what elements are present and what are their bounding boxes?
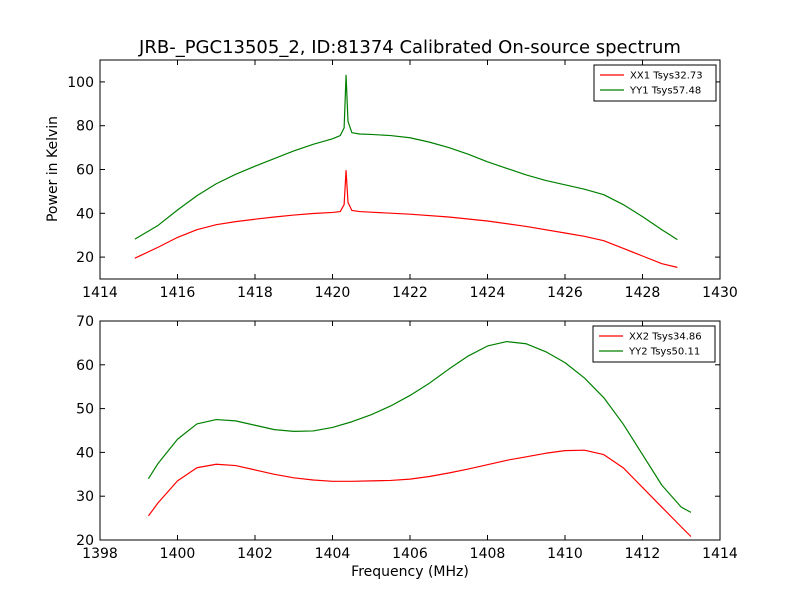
top-legend-entry: XX1 Tsys32.73 [630, 71, 703, 82]
top-x-tick-label: 1420 [315, 285, 351, 301]
bottom-x-tick-label: 1400 [160, 546, 196, 562]
bottom-y-tick-label: 50 [76, 402, 94, 418]
top-x-tick-label: 1418 [237, 285, 273, 301]
top-series-yy-line [134, 74, 678, 241]
chart-title: JRB-_PGC13505_2, ID:81374 Calibrated On-… [138, 37, 681, 58]
top-x-axis: 1414 1416 1418 1420 1422 1424 1426 1428 1430 [82, 60, 738, 301]
bottom-series-yy-line [147, 340, 692, 513]
top-legend-entry: YY1 Tsys57.48 [629, 86, 701, 97]
top-y-axis-label: Power in Kelvin [45, 116, 61, 222]
bottom-x-tick-label: 1412 [625, 546, 661, 562]
bottom-x-axis: 1398 1400 1402 1404 1406 1408 1410 1412 1414 [82, 321, 738, 562]
top-x-tick-label: 1422 [392, 285, 428, 301]
top-x-tick-label: 1430 [702, 285, 738, 301]
bottom-y-tick-label: 20 [76, 533, 94, 549]
bottom-x-tick-label: 1404 [315, 546, 351, 562]
top-spectrum-panel: 1414 1416 1418 1420 1422 1424 1426 1428 1430 20 4… [45, 59, 738, 301]
bottom-x-tick-label: 1398 [82, 546, 118, 562]
bottom-x-tick-label: 1408 [470, 546, 506, 562]
bottom-x-tick-label: 1410 [547, 546, 583, 562]
bottom-y-tick-label: 40 [76, 445, 94, 461]
top-legend: XX1 Tsys32.73 YY1 Tsys57.48 [593, 64, 717, 102]
bottom-y-tick-label: 60 [76, 358, 94, 374]
bottom-legend-entry: YY2 Tsys50.11 [628, 347, 700, 358]
bottom-x-tick-label: 1414 [702, 546, 738, 562]
top-x-tick-label: 1416 [160, 285, 196, 301]
top-x-tick-label: 1428 [625, 285, 661, 301]
bottom-spectrum-panel: 1398 1400 1402 1404 1406 1408 1410 1412 1414 20 3… [76, 314, 738, 580]
bottom-x-axis-label: Frequency (MHz) [351, 564, 469, 580]
bottom-x-tick-label: 1406 [392, 546, 428, 562]
top-plot-area [134, 74, 678, 268]
top-y-axis: 20 40 60 80 100 [67, 75, 720, 266]
bottom-plot-area [147, 340, 692, 537]
bottom-x-tick-label: 1402 [237, 546, 273, 562]
bottom-y-axis: 20 30 40 50 60 70 [76, 314, 720, 549]
top-y-tick-label: 60 [76, 163, 94, 179]
bottom-legend: XX2 Tsys34.86 YY2 Tsys50.11 [592, 325, 716, 363]
top-x-tick-label: 1426 [547, 285, 583, 301]
bottom-legend-box [592, 325, 716, 363]
bottom-series-xx-line [147, 449, 692, 537]
top-y-tick-label: 40 [76, 206, 94, 222]
top-x-tick-label: 1424 [470, 285, 506, 301]
top-series-xx-line [134, 169, 678, 268]
bottom-y-tick-label: 70 [76, 314, 94, 330]
top-y-tick-label: 100 [67, 75, 94, 91]
top-legend-box [593, 64, 717, 102]
bottom-y-tick-label: 30 [76, 489, 94, 505]
top-x-tick-label: 1414 [82, 285, 118, 301]
top-y-tick-label: 80 [76, 119, 94, 135]
top-y-tick-label: 20 [76, 250, 94, 266]
bottom-legend-entry: XX2 Tsys34.86 [629, 332, 702, 343]
